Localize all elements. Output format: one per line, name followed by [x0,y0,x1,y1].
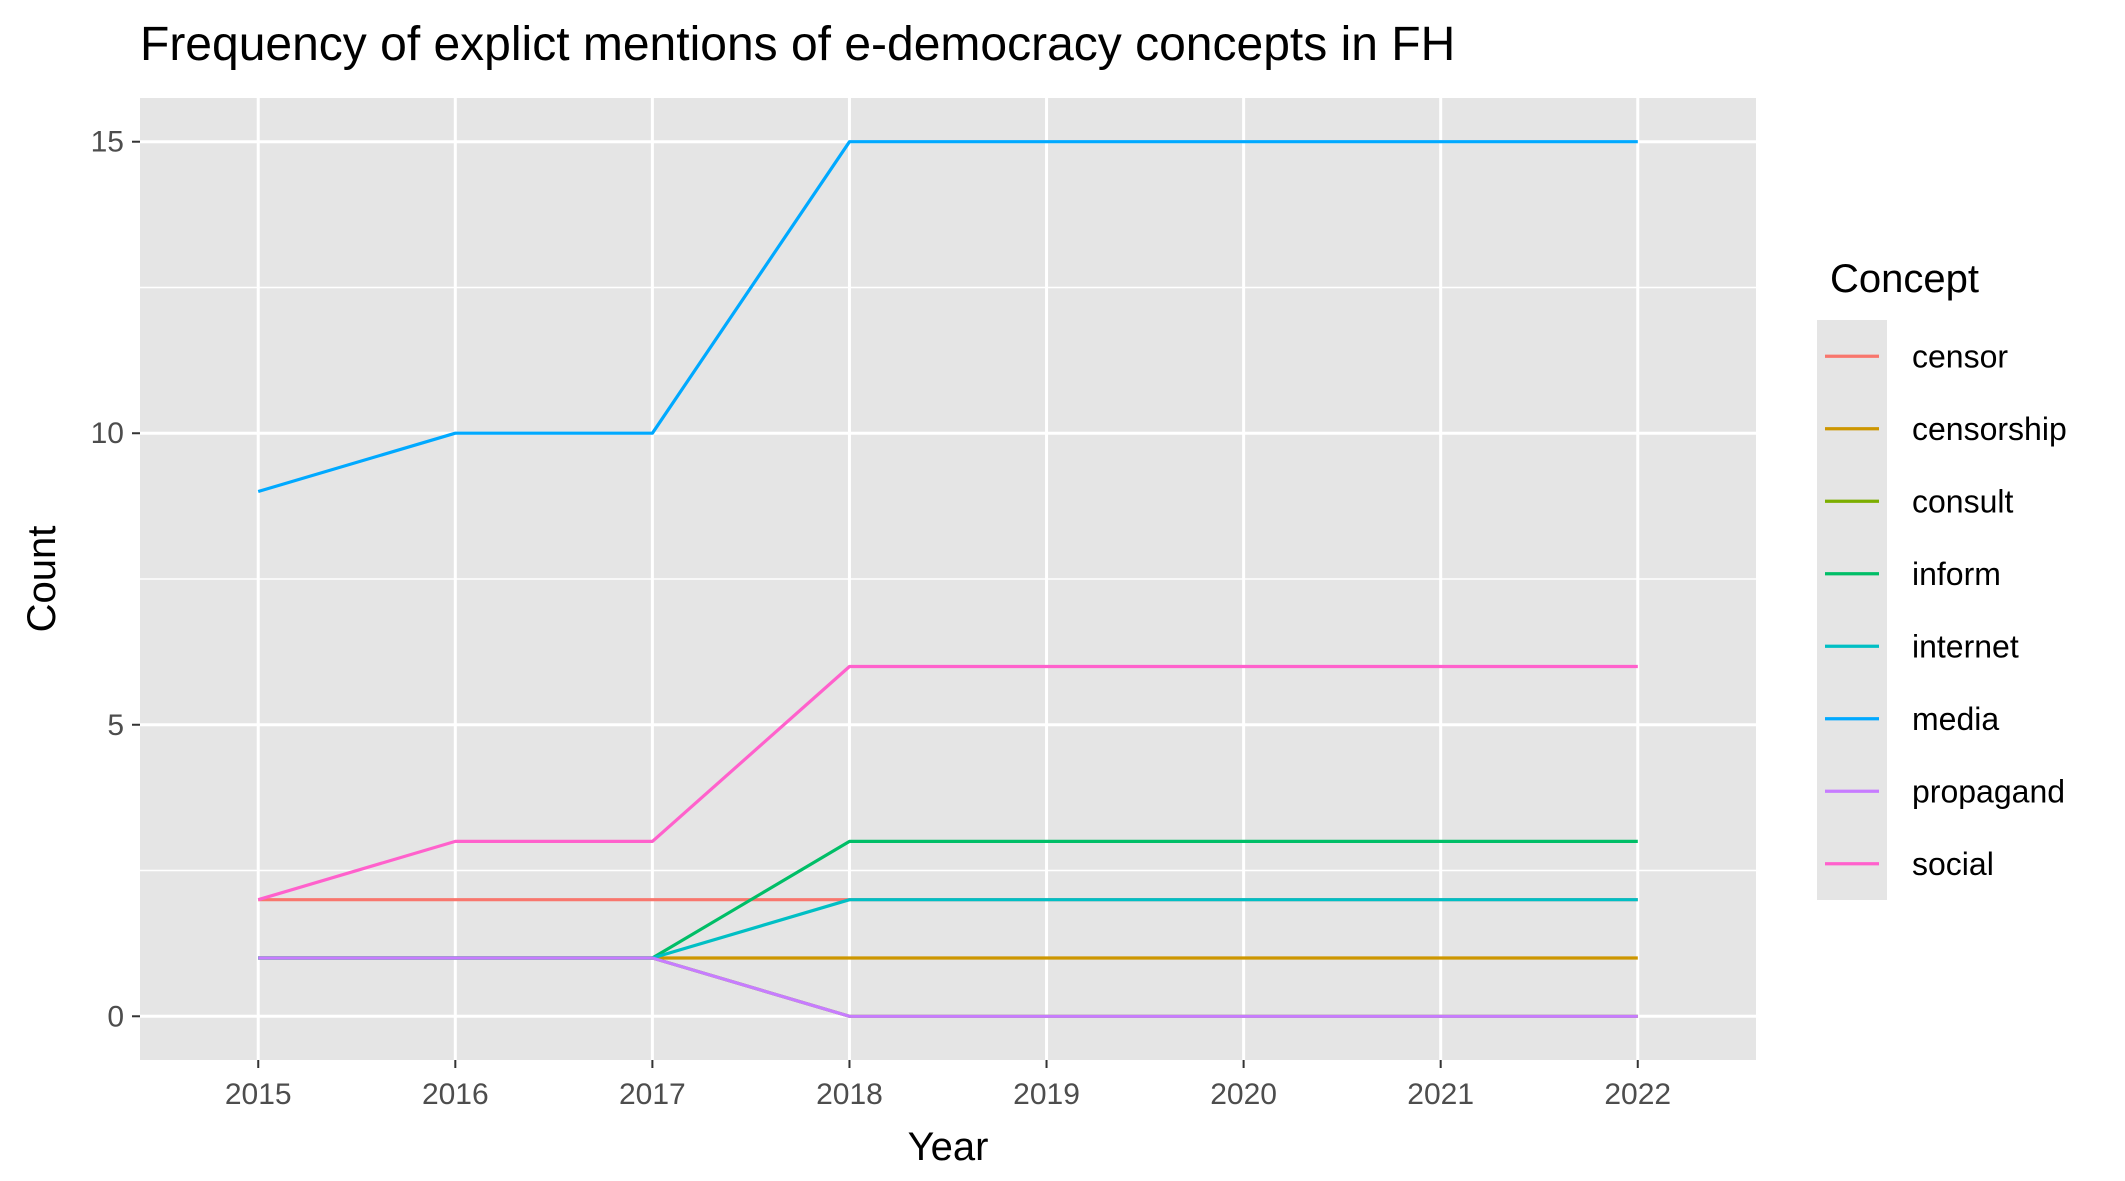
x-tick-label: 2017 [619,1078,686,1111]
y-axis-title: Count [20,526,64,633]
x-axis: 2015 2016 2017 2018 2019 2020 2021 2022 [225,1060,1671,1111]
series-lines [257,140,1638,1018]
legend: Concept censor censorship consult inform int… [1817,257,2067,900]
series-line-media [257,140,1638,494]
x-tick-label: 2016 [422,1078,489,1111]
x-axis-title: Year [908,1125,989,1169]
legend-label-internet: internet [1912,628,2019,664]
x-tick-label: 2019 [1013,1078,1080,1111]
legend-label-media: media [1912,701,1999,737]
x-tick-label: 2015 [225,1078,292,1111]
legend-label-censorship: censorship [1912,411,2067,447]
x-tick-label: 2020 [1210,1078,1277,1111]
y-axis: 0 5 10 15 [91,126,140,1033]
x-tick-label: 2018 [816,1078,883,1111]
x-tick-label: 2022 [1604,1078,1671,1111]
y-tick-label: 15 [91,126,124,159]
legend-label-censor: censor [1912,338,2008,374]
legend-label-inform: inform [1912,556,2001,592]
y-tick-label: 10 [91,417,124,450]
series-line-social [257,664,1638,902]
legend-title: Concept [1830,257,1979,301]
legend-label-social: social [1912,846,1994,882]
legend-label-consult: consult [1912,483,2014,519]
legend-key-background [1817,320,1887,900]
minor-gridlines [140,286,1756,872]
y-tick-label: 5 [107,709,124,742]
y-tick-label: 0 [107,1000,124,1033]
series-line-propagand [258,956,1638,1018]
x-tick-label: 2021 [1407,1078,1474,1111]
legend-label-propagand: propagand [1912,773,2065,809]
chart-title: Frequency of explict mentions of e-democ… [140,18,1455,71]
